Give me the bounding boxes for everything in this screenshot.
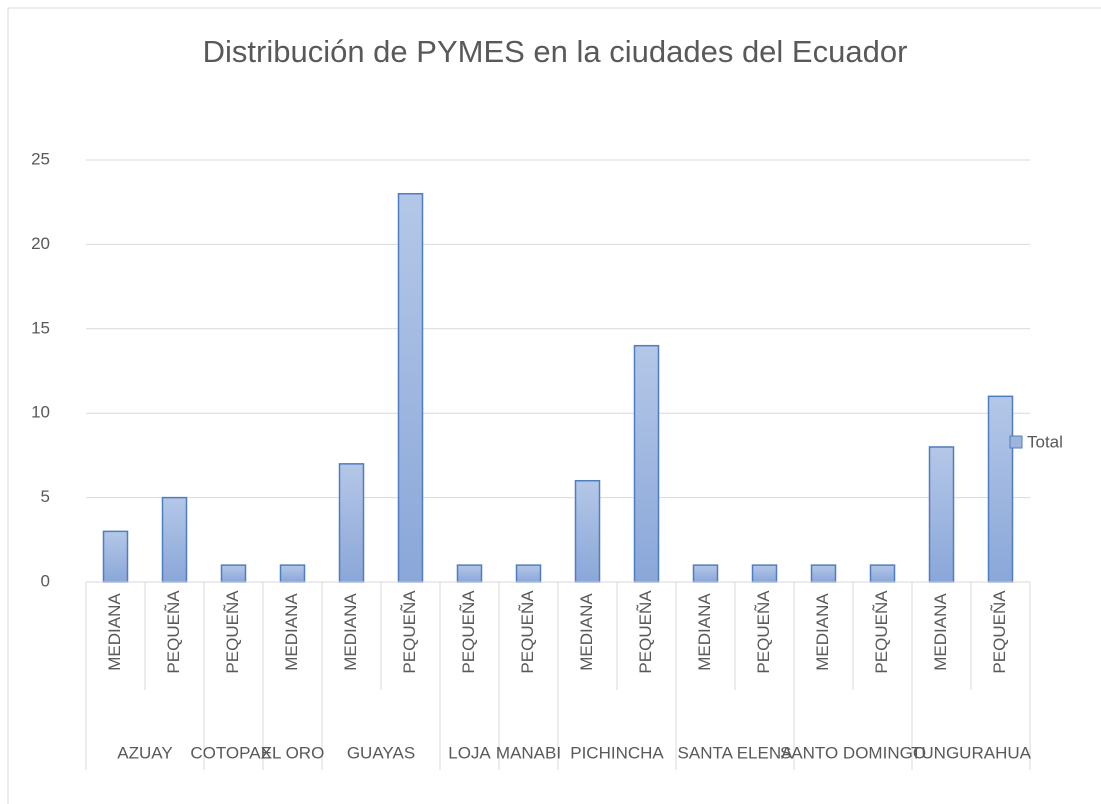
x-tick-label: MEDIANA [813, 593, 832, 671]
bar [220, 564, 247, 583]
group-label: GUAYAS [347, 743, 415, 762]
chart-title: Distribución de PYMES en la ciudades del… [203, 34, 908, 69]
x-tick-label: PEQUEÑA [459, 590, 478, 674]
group-label: COTOPAXI [190, 743, 276, 762]
x-tick-label: MEDIANA [105, 593, 124, 671]
legend-label: Total [1027, 432, 1063, 451]
bar [515, 564, 542, 583]
y-tick-label: 10 [31, 403, 50, 422]
bar [574, 479, 601, 583]
chart-border [7, 7, 1101, 804]
bar [102, 530, 129, 583]
x-tick-label: MEDIANA [282, 593, 301, 671]
y-tick-label: 15 [31, 318, 50, 337]
x-tick-label: PEQUEÑA [400, 590, 419, 674]
bar [869, 564, 896, 583]
x-tick-label: PEQUEÑA [164, 590, 183, 674]
bar [928, 446, 955, 583]
bar [338, 463, 365, 583]
group-label: MANABI [496, 743, 561, 762]
group-label: LOJA [448, 743, 491, 762]
x-tick-label: PEQUEÑA [754, 590, 773, 674]
x-tick-label: MEDIANA [341, 593, 360, 671]
group-label: TUNGURAHUA [911, 743, 1032, 762]
x-tick-label: PEQUEÑA [990, 590, 1009, 674]
bar [279, 564, 306, 583]
x-tick-label: MEDIANA [695, 593, 714, 671]
bar [751, 564, 778, 583]
x-tick-label: PEQUEÑA [636, 590, 655, 674]
bar [397, 193, 424, 583]
group-label: EL ORO [261, 743, 325, 762]
x-tick-label: MEDIANA [931, 593, 950, 671]
bar [810, 564, 837, 583]
group-label: PICHINCHA [570, 743, 664, 762]
y-tick-label: 20 [31, 234, 50, 253]
group-label: SANTO DOMINGO [780, 743, 926, 762]
x-tick-label: PEQUEÑA [872, 590, 891, 674]
bar [161, 496, 188, 583]
group-label: AZUAY [117, 743, 172, 762]
x-tick-label: PEQUEÑA [518, 590, 537, 674]
y-tick-label: 5 [41, 487, 50, 506]
legend-swatch [1009, 435, 1023, 449]
x-tick-label: PEQUEÑA [223, 590, 242, 674]
group-label: SANTA ELENA [678, 743, 794, 762]
bar [692, 564, 719, 583]
bar [456, 564, 483, 583]
y-tick-label: 25 [31, 149, 50, 168]
bar [987, 395, 1014, 583]
y-tick-label: 0 [41, 571, 50, 590]
bar [633, 344, 660, 583]
x-tick-label: MEDIANA [577, 593, 596, 671]
